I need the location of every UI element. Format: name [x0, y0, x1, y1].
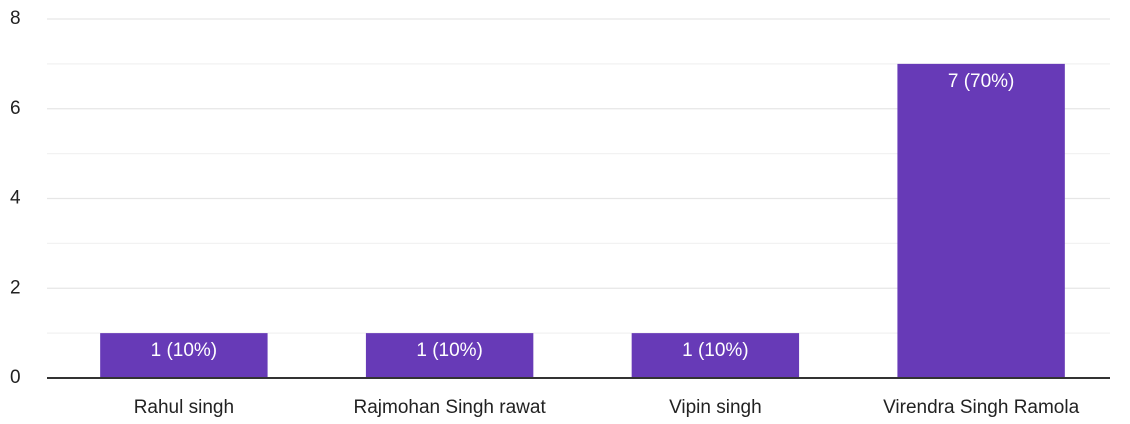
bar — [100, 333, 268, 378]
x-tick-label: Vipin singh — [669, 397, 762, 418]
data-label: 1 (10%) — [682, 340, 749, 361]
x-tick-label: Rahul singh — [134, 397, 234, 418]
bar — [631, 333, 800, 378]
y-tick-label: 8 — [10, 8, 21, 29]
x-tick-label: Rajmohan Singh rawat — [354, 397, 547, 418]
data-label: 1 (10%) — [416, 340, 483, 361]
x-tick-label: Virendra Singh Ramola — [883, 397, 1080, 418]
data-label: 1 (10%) — [151, 340, 218, 361]
bar — [897, 63, 1065, 378]
y-tick-label: 4 — [10, 188, 21, 209]
bar — [365, 333, 534, 378]
data-label: 7 (70%) — [948, 71, 1015, 92]
y-tick-label: 6 — [10, 98, 21, 119]
y-tick-label: 0 — [10, 367, 21, 388]
y-tick-label: 2 — [10, 277, 21, 298]
